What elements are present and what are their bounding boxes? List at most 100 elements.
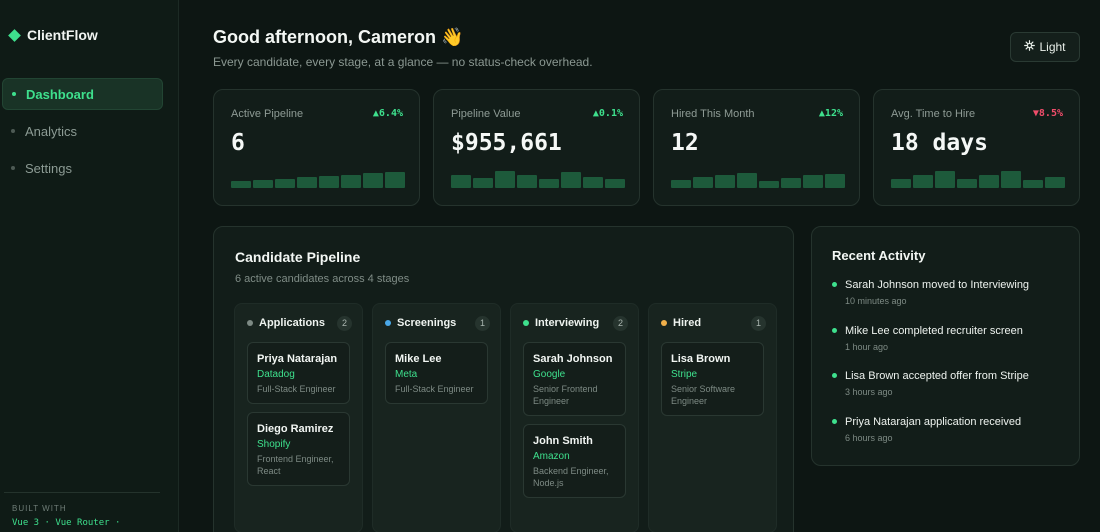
sparkline-bar <box>495 171 515 188</box>
nav-dot-icon <box>11 129 15 133</box>
stage-dot-icon <box>661 320 667 326</box>
sidebar-item-dashboard[interactable]: Dashboard <box>2 78 163 110</box>
candidate-company: Stripe <box>671 369 698 380</box>
sidebar: ClientFlow Dashboard Analytics Settings … <box>0 0 179 532</box>
sparkline-bar <box>891 179 911 188</box>
sparkline-bar <box>341 175 361 188</box>
candidate-company: Datadog <box>257 369 295 380</box>
activity-dot-icon <box>832 282 837 287</box>
sparkline-bar <box>913 175 933 188</box>
candidate-company: Shopify <box>257 439 291 450</box>
theme-toggle-button[interactable]: Light <box>1010 32 1080 62</box>
activity-text: Lisa Brown accepted offer from Stripe <box>845 370 1029 382</box>
sparkline-bar <box>979 175 999 188</box>
nav-dot-icon <box>11 166 15 170</box>
sparkline <box>451 168 625 188</box>
sparkline-bar <box>473 178 493 188</box>
sparkline-bar <box>583 177 603 188</box>
sidebar-item-label: Analytics <box>25 123 78 139</box>
stats-row: Active Pipeline ▲6.4% 6 Pipeline Value ▲… <box>213 89 1080 206</box>
candidate-role: Full-Stack Engineer <box>395 384 474 394</box>
activity-item: Priya Natarajan application received 6 h… <box>832 415 1069 461</box>
sparkline-bar <box>539 179 559 188</box>
sparkline-bar <box>671 180 691 188</box>
sidebar-divider <box>4 492 160 493</box>
column-header: Applications 2 <box>235 304 362 342</box>
pipeline-columns: Applications 2 Priya Natarajan Datadog F… <box>234 303 777 532</box>
candidate-name: Sarah Johnson <box>533 353 613 365</box>
sparkline-bar <box>957 179 977 188</box>
sparkline <box>671 168 845 188</box>
candidate-name: Mike Lee <box>395 353 442 365</box>
activity-item: Lisa Brown accepted offer from Stripe 3 … <box>832 369 1069 415</box>
stat-value: 18 days <box>891 130 988 156</box>
sparkline-bar <box>297 177 317 188</box>
candidate-role: Full-Stack Engineer <box>257 384 336 394</box>
activity-list: Sarah Johnson moved to Interviewing 10 m… <box>832 278 1069 460</box>
sparkline-bar <box>693 177 713 188</box>
stat-card-pipeline-value: Pipeline Value ▲0.1% $955,661 <box>433 89 640 206</box>
activity-text: Sarah Johnson moved to Interviewing <box>845 279 1030 291</box>
candidate-role: Backend Engineer, Node.js <box>533 466 609 488</box>
sidebar-item-analytics[interactable]: Analytics <box>2 115 163 147</box>
column-title: Interviewing <box>535 317 600 329</box>
sparkline-bar <box>803 175 823 188</box>
candidate-name: Diego Ramirez <box>257 423 334 435</box>
column-header: Interviewing 2 <box>511 304 638 342</box>
stat-card-active-pipeline: Active Pipeline ▲6.4% 6 <box>213 89 420 206</box>
app-name: ClientFlow <box>27 27 98 43</box>
pipeline-title: Candidate Pipeline <box>235 249 361 265</box>
stat-delta: ▼8.5% <box>1032 108 1063 119</box>
main-content: Good afternoon, Cameron 👋 Every candidat… <box>180 0 1100 532</box>
nav-dot-icon <box>12 92 16 96</box>
candidate-card[interactable]: Mike Lee Meta Full-Stack Engineer <box>385 342 488 404</box>
stat-delta: ▲6.4% <box>372 108 403 119</box>
stat-value: 6 <box>231 130 245 156</box>
activity-time: 1 hour ago <box>845 341 889 352</box>
stat-card-avg-time-to-hire: Avg. Time to Hire ▼8.5% 18 days <box>873 89 1080 206</box>
candidate-name: John Smith <box>533 435 593 447</box>
activity-dot-icon <box>832 327 837 333</box>
candidate-company: Amazon <box>533 451 570 462</box>
logo-diamond-icon <box>8 28 21 42</box>
activity-dot-icon <box>832 373 837 378</box>
sparkline-bar <box>759 181 779 188</box>
sparkline-bar <box>253 180 273 188</box>
sparkline-bar <box>605 179 625 188</box>
sparkline-bar <box>363 173 383 188</box>
stat-label: Avg. Time to Hire <box>891 108 976 120</box>
column-title: Hired <box>673 317 702 329</box>
stat-value: 12 <box>671 130 699 156</box>
candidate-role: Senior Software Engineer <box>671 384 736 406</box>
candidate-card[interactable]: Sarah Johnson Google Senior Frontend Eng… <box>523 342 626 416</box>
activity-item: Sarah Johnson moved to Interviewing 10 m… <box>832 278 1069 324</box>
brand[interactable]: ClientFlow <box>8 27 98 43</box>
stat-delta: ▲12% <box>818 108 843 119</box>
sparkline-bar <box>451 175 471 188</box>
page-subtitle: Every candidate, every stage, at a glanc… <box>213 55 593 69</box>
sparkline-bar <box>517 175 537 188</box>
sparkline-bar <box>737 173 757 188</box>
candidate-card[interactable]: John Smith Amazon Backend Engineer, Node… <box>523 424 626 498</box>
sparkline-bar <box>715 175 735 188</box>
sidebar-nav: Dashboard Analytics Settings <box>2 78 163 189</box>
stat-label: Active Pipeline <box>231 108 304 120</box>
candidate-company: Meta <box>395 369 418 380</box>
candidate-card[interactable]: Diego Ramirez Shopify Frontend Engineer,… <box>247 412 350 486</box>
stage-dot-icon <box>523 320 529 326</box>
sidebar-item-settings[interactable]: Settings <box>2 152 163 184</box>
candidate-card[interactable]: Priya Natarajan Datadog Full-Stack Engin… <box>247 342 350 404</box>
sidebar-item-label: Settings <box>25 160 72 176</box>
candidate-name: Priya Natarajan <box>257 353 338 365</box>
stat-card-hired-this-month: Hired This Month ▲12% 12 <box>653 89 860 206</box>
candidate-company: Google <box>533 369 566 380</box>
pipeline-subtitle: 6 active candidates across 4 stages <box>235 273 410 285</box>
activity-text: Mike Lee completed recruiter screen <box>845 324 1023 337</box>
activity-time: 6 hours ago <box>845 432 893 443</box>
column-title: Screenings <box>397 317 457 329</box>
column-header: Screenings 1 <box>373 304 500 342</box>
greeting-text: Good afternoon, Cameron <box>213 27 437 47</box>
activity-text: Priya Natarajan application received <box>845 415 1022 428</box>
candidate-card[interactable]: Lisa Brown Stripe Senior Software Engine… <box>661 342 764 416</box>
stat-label: Hired This Month <box>671 108 755 120</box>
